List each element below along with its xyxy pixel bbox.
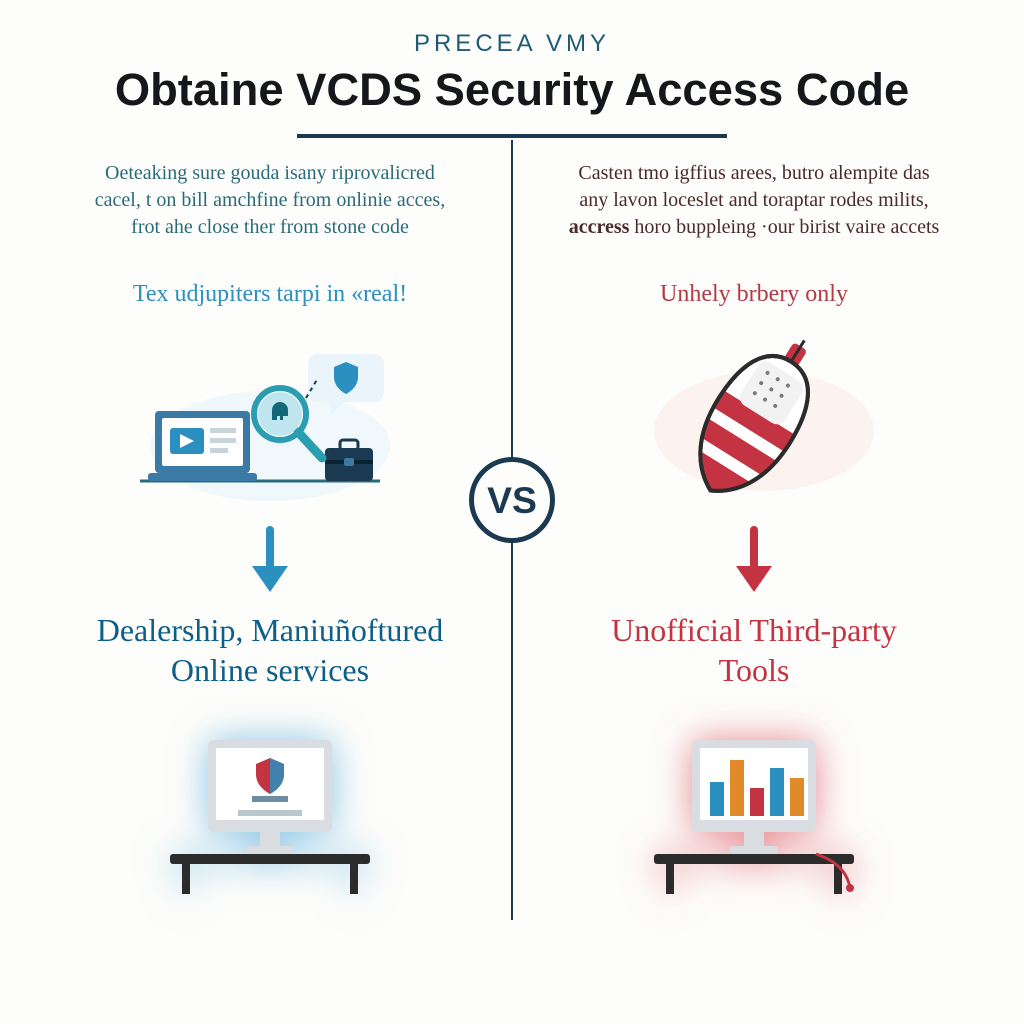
right-blurb-post: horo buppleing ·our birist vaire accets: [629, 216, 939, 238]
right-blurb-pre: Casten tmo igffius arees, butro alempite…: [578, 162, 929, 211]
left-column: Oeteaking sure gouda isany riprovalicred…: [55, 160, 485, 896]
vs-label: VS: [487, 479, 537, 522]
laptop-icon: [148, 411, 257, 481]
page-title: Obtaine VCDS Security Access Code: [0, 64, 1024, 116]
left-arrow-down-icon: [243, 526, 297, 596]
right-blurb: Casten tmo igffius arees, butro alempite…: [564, 160, 944, 241]
eyebrow-text: PRECEA VMY: [0, 30, 1024, 58]
right-hero-illustration: [604, 336, 904, 506]
left-category: Dealership, Maniuñoftured Online service…: [90, 610, 450, 690]
left-subhead: Tex udjupiters tarpi in «real!: [133, 281, 407, 308]
right-arrow-down-icon: [727, 526, 781, 596]
left-hero-illustration: [120, 336, 420, 506]
right-subhead: Unhely brbery only: [660, 281, 848, 308]
right-monitor-illustration: [644, 726, 864, 896]
infographic-root: PRECEA VMY Obtaine VCDS Security Access …: [0, 0, 1024, 1024]
left-blurb: Oeteaking sure gouda isany riprovalicred…: [80, 160, 460, 241]
title-underline: [297, 134, 727, 138]
right-blurb-strong: accress: [569, 216, 630, 238]
right-category: Unofficial Third-party Tools: [574, 610, 934, 690]
left-monitor-illustration: [160, 726, 380, 896]
right-column: Casten tmo igffius arees, butro alempite…: [539, 160, 969, 896]
